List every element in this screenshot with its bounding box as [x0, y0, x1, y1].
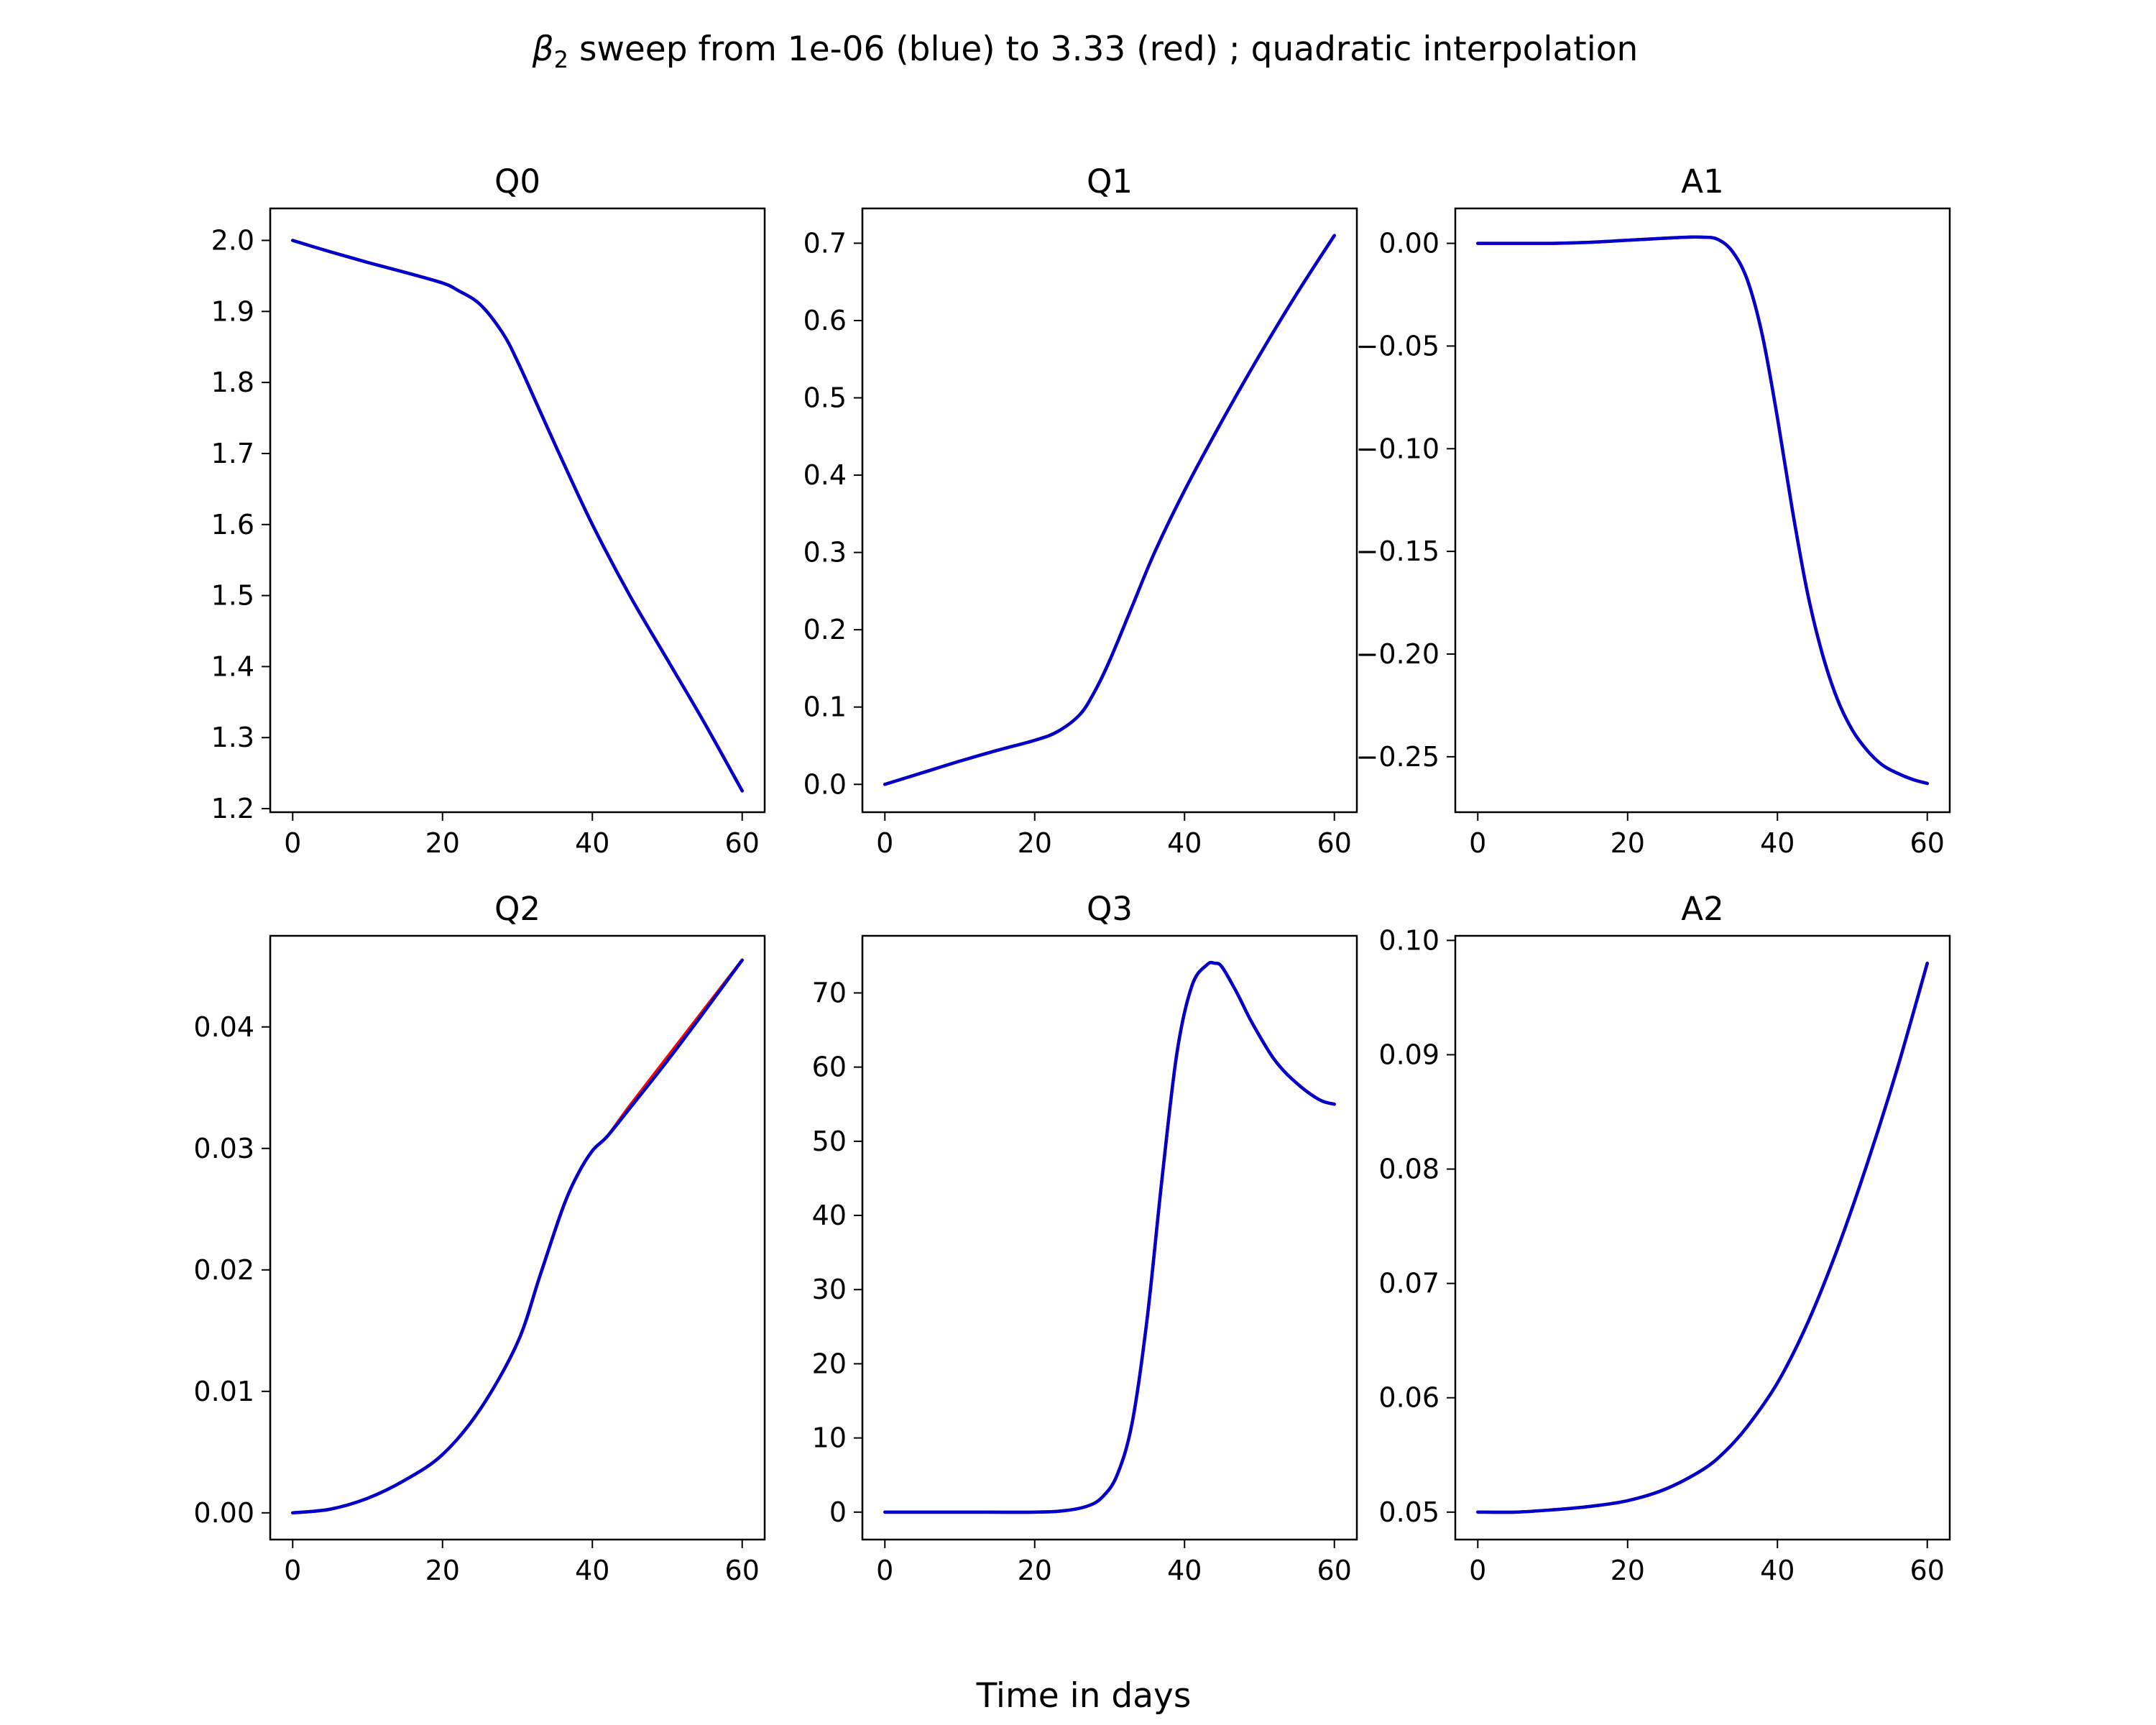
q0-ytick-label: 1.6: [211, 509, 254, 540]
q1-xtick-label: 60: [1317, 827, 1352, 859]
q0-xtick-label: 0: [284, 827, 301, 859]
q1-ytick-label: 0.7: [803, 227, 847, 259]
q0-series-line-1: [291, 239, 744, 793]
subplot-a2: 0 20 40 60 0.05 0.06 0.07 0.08 0.09 0.10 A2: [1378, 890, 1951, 1586]
q3-xtick-label: 0: [876, 1555, 893, 1586]
subplot-q0: 0 20 40 60 1.2 1.3 1.4 1.5 1.6 1.7 1.8 1.9 2.0 Q0: [211, 162, 766, 859]
q0-xtick-label: 60: [725, 827, 760, 859]
q3-title: Q3: [1087, 890, 1133, 928]
q1-ytick-label: 0.0: [803, 768, 847, 800]
a2-series-line-1: [1476, 961, 1929, 1514]
q1-axes-frame: [861, 207, 1358, 814]
q2-title: Q2: [494, 890, 540, 928]
q2-xtick-label: 40: [575, 1555, 609, 1586]
a2-ytick-label: 0.06: [1378, 1382, 1439, 1414]
a1-ytick-label: −0.25: [1356, 741, 1439, 773]
q1-ytick-label: 0.5: [803, 382, 847, 414]
q3-ytick-label: 0: [829, 1496, 847, 1528]
q3-ytick-label: 60: [812, 1052, 847, 1083]
subplot-q1: 0 20 40 60 0.0 0.1 0.2 0.3 0.4 0.5 0.6 0.7 Q1: [803, 162, 1358, 859]
a2-xtick-label: 60: [1910, 1555, 1945, 1586]
a1-series-line-1: [1476, 235, 1929, 786]
q0-ytick-label: 1.9: [211, 295, 254, 327]
q3-ytick-label: 70: [812, 977, 847, 1008]
q0-ytick-label: 1.3: [211, 722, 254, 753]
q2-xtick-label: 0: [284, 1555, 301, 1586]
q1-title: Q1: [1087, 162, 1133, 201]
a2-xtick-label: 0: [1469, 1555, 1486, 1586]
q0-axes-frame: [269, 207, 766, 814]
a2-title: A2: [1681, 890, 1723, 928]
subplot-a1: 0 20 40 60 0.00 −0.05 −0.10 −0.15 −0.20 −0.25 A1: [1356, 162, 1951, 859]
q0-xtick-label: 40: [575, 827, 609, 859]
a2-ytick-label: 0.08: [1378, 1154, 1439, 1185]
q0-title: Q0: [494, 162, 540, 201]
q0-ytick-label: 1.2: [211, 793, 254, 824]
q1-ytick-label: 0.4: [803, 459, 847, 491]
q0-ytick-label: 1.4: [211, 650, 254, 682]
figure-suptitle: β2 sweep from 1e-06 (blue) to 3.33 (red)…: [532, 29, 1639, 73]
q3-series-line-1: [883, 960, 1336, 1514]
a2-xtick-label: 20: [1611, 1555, 1645, 1586]
q1-ytick-label: 0.6: [803, 305, 847, 336]
a2-ytick-label: 0.07: [1378, 1268, 1439, 1300]
a1-title: A1: [1681, 162, 1723, 201]
q3-ytick-label: 40: [812, 1200, 847, 1231]
a1-ytick-label: −0.05: [1356, 330, 1439, 362]
a2-ytick-label: 0.05: [1378, 1496, 1439, 1528]
q2-ytick-label: 0.03: [193, 1133, 254, 1164]
q2-series-line-1: [291, 958, 744, 1515]
a1-xtick-label: 0: [1469, 827, 1486, 859]
q3-ytick-label: 20: [812, 1348, 847, 1379]
a1-ytick-label: −0.10: [1356, 433, 1439, 464]
subplot-q2: 0 20 40 60 0.00 0.01 0.02 0.03 0.04 Q2: [193, 890, 766, 1586]
q1-ytick-label: 0.2: [803, 614, 847, 645]
q3-axes-frame: [861, 934, 1358, 1541]
a1-ytick-label: −0.15: [1356, 535, 1439, 567]
q3-xtick-label: 20: [1018, 1555, 1052, 1586]
q0-xtick-label: 20: [425, 827, 460, 859]
q2-xtick-label: 60: [725, 1555, 760, 1586]
q1-ytick-label: 0.1: [803, 691, 847, 723]
figure-xlabel: Time in days: [976, 1676, 1192, 1716]
q1-xtick-label: 20: [1018, 827, 1052, 859]
suptitle-text: sweep from 1e-06 (blue) to 3.33 (red) ; …: [568, 29, 1638, 69]
a2-xtick-label: 40: [1760, 1555, 1795, 1586]
a1-xtick-label: 20: [1611, 827, 1645, 859]
subplot-grid: 0 20 40 60 1.2 1.3 1.4 1.5 1.6 1.7 1.8 1.9 2.0 Q0 0 20 4…: [193, 162, 1951, 1586]
q2-xtick-label: 20: [425, 1555, 460, 1586]
a1-ytick-label: −0.20: [1356, 638, 1439, 670]
q1-xtick-label: 40: [1167, 827, 1202, 859]
q2-ytick-label: 0.00: [193, 1497, 254, 1529]
a1-axes-frame: [1454, 207, 1951, 814]
a2-axes-frame: [1454, 934, 1951, 1541]
q3-xtick-label: 40: [1167, 1555, 1202, 1586]
q2-axes-frame: [269, 934, 766, 1541]
q3-ytick-label: 10: [812, 1422, 847, 1454]
a1-xtick-label: 60: [1910, 827, 1945, 859]
q0-ytick-label: 1.8: [211, 367, 254, 398]
a1-ytick-label: 0.00: [1378, 228, 1439, 259]
a2-ytick-label: 0.09: [1378, 1039, 1439, 1070]
q0-ytick-label: 1.7: [211, 438, 254, 469]
suptitle-beta: β: [532, 29, 554, 69]
q2-ytick-label: 0.01: [193, 1376, 254, 1407]
q0-ytick-label: 2.0: [211, 224, 254, 256]
q0-ytick-label: 1.5: [211, 580, 254, 612]
q3-ytick-label: 50: [812, 1126, 847, 1157]
a1-xtick-label: 40: [1760, 827, 1795, 859]
q2-ytick-label: 0.04: [193, 1011, 254, 1043]
q1-ytick-label: 0.3: [803, 537, 847, 569]
a2-ytick-label: 0.10: [1378, 924, 1439, 956]
subplot-q3: 0 20 40 60 0 10 20 30 40 50 60 70 Q3: [812, 890, 1358, 1586]
q1-series-line-1: [883, 234, 1336, 786]
q3-ytick-label: 30: [812, 1274, 847, 1305]
suptitle-subscript: 2: [554, 46, 568, 73]
q3-xtick-label: 60: [1317, 1555, 1352, 1586]
q1-xtick-label: 0: [876, 827, 893, 859]
q2-ytick-label: 0.02: [193, 1254, 254, 1286]
